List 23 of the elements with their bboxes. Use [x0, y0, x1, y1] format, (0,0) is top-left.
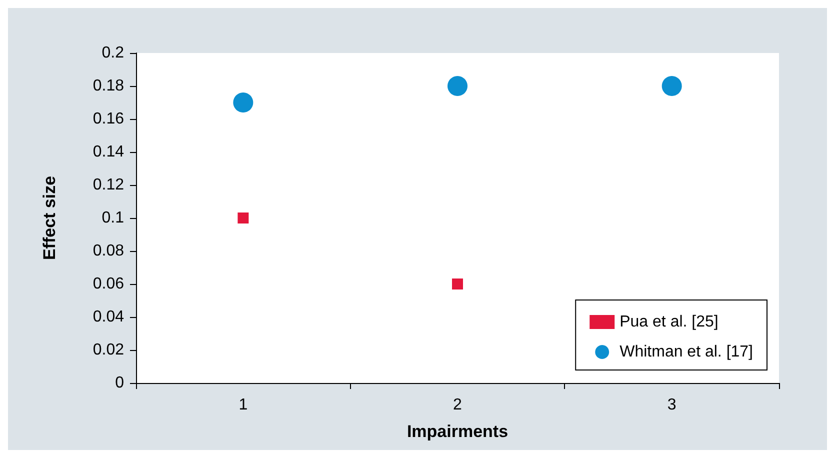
y-tick-label: 0.18 — [92, 78, 124, 94]
x-tick-label: 3 — [667, 396, 676, 414]
y-tick-label: 0.16 — [92, 110, 124, 128]
y-tick-label: 0.2 — [102, 44, 124, 62]
x-tick-label: 1 — [238, 396, 248, 414]
x-tick-label: 2 — [453, 396, 462, 414]
y-axis-title: Effect size — [40, 176, 59, 260]
y-tick-label: 0 — [115, 374, 124, 392]
y-tick-label: 0.1 — [102, 210, 124, 226]
y-tick-label: 0.06 — [92, 276, 124, 292]
point — [662, 76, 682, 96]
x-axis-title: Impairments — [406, 422, 508, 441]
legend-label: Whitman et al. [17] — [620, 344, 753, 360]
y-tick-label: 0.12 — [92, 176, 124, 194]
point — [233, 92, 254, 112]
y-tick-label: 0.08 — [92, 242, 124, 260]
y-tick-label: 0.02 — [92, 342, 124, 358]
legend-label: Pua et al. [25] — [620, 314, 718, 330]
y-tick-label: 0.14 — [92, 144, 124, 160]
point — [448, 76, 468, 96]
point — [238, 212, 249, 224]
point — [452, 278, 463, 290]
y-tick-label: 0.04 — [92, 308, 124, 326]
